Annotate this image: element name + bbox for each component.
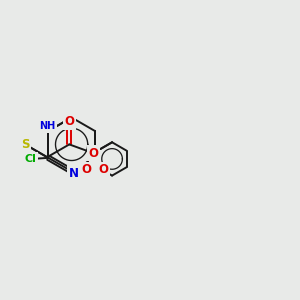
Text: O: O xyxy=(82,163,92,176)
Text: NH: NH xyxy=(39,122,55,131)
Text: S: S xyxy=(91,151,99,164)
Text: O: O xyxy=(98,163,108,176)
Text: Cl: Cl xyxy=(25,154,37,164)
Text: S: S xyxy=(21,138,29,151)
Text: O: O xyxy=(88,147,98,160)
Text: O: O xyxy=(64,115,74,128)
Text: N: N xyxy=(68,167,79,180)
